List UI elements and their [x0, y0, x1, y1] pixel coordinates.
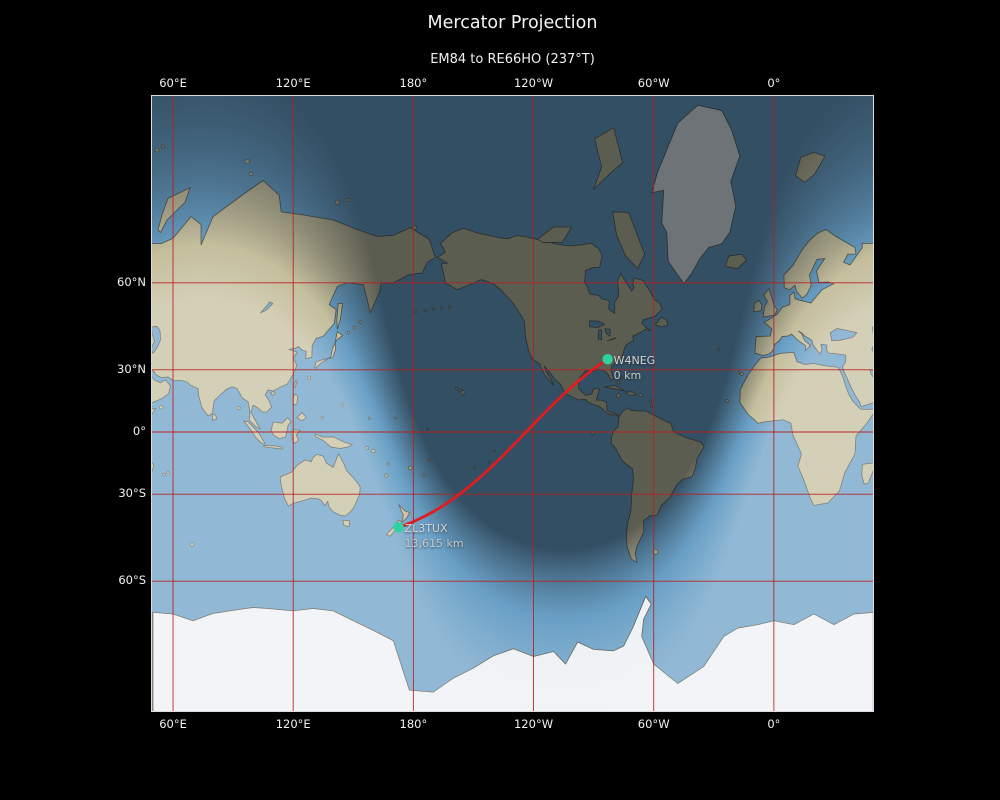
y-axis-tick-label: 0°	[132, 424, 146, 438]
x-axis-bottom-tick-label: 60°W	[637, 717, 670, 731]
y-axis-tick-label: 60°N	[117, 274, 146, 289]
x-axis-bottom-tick-label: 180°	[399, 717, 428, 731]
x-axis-bottom-tick-label: 120°W	[513, 717, 554, 731]
x-axis-top-tick-label: 180°	[399, 76, 428, 90]
x-axis-top-tick-label: 60°E	[159, 76, 187, 90]
x-axis-top-tick-label: 60°W	[637, 76, 670, 90]
map-frame: W4NEG 0 km ZL3TUX 13,615 km	[151, 95, 874, 712]
x-axis-top-tick-label: 0°	[767, 76, 781, 90]
x-axis-bottom-tick-label: 0°	[767, 717, 781, 731]
x-axis-top-tick-label: 120°E	[275, 76, 311, 90]
world-map-canvas	[152, 96, 873, 711]
figure-title: Mercator Projection	[427, 13, 598, 33]
x-axis-bottom-tick-label: 120°E	[275, 717, 311, 731]
figure-subtitle: EM84 to RE66HO (237°T)	[430, 52, 595, 67]
x-axis-top-tick-label: 120°W	[513, 76, 554, 90]
y-axis-tick-label: 60°S	[118, 573, 146, 588]
y-axis-tick-label: 30°N	[117, 361, 146, 376]
y-axis-tick-label: 30°S	[118, 486, 146, 501]
x-axis-bottom-tick-label: 60°E	[159, 717, 187, 731]
